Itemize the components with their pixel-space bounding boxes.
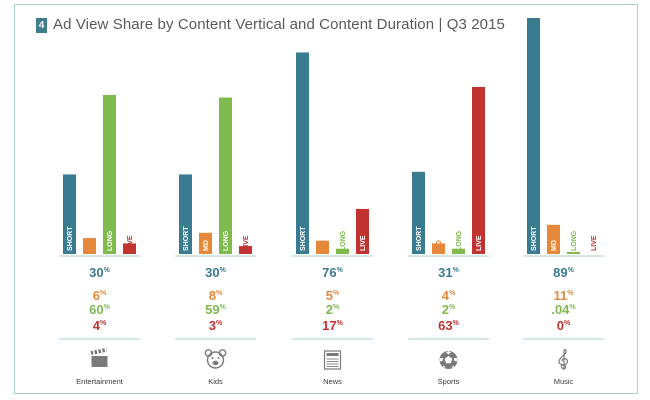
data-label-live: 0% [557, 318, 571, 333]
bar-series-label: MD [320, 240, 327, 251]
bar-short-music [527, 18, 540, 254]
bar-series-label: MD [87, 240, 94, 251]
bar-live-sports [472, 86, 485, 254]
category-label: Entertainment [76, 377, 124, 386]
bar-long-entertainment [103, 94, 116, 254]
category-group-entertainment: SHORT MD LONG LIVE 30% 6%60%4% Entertainment [59, 94, 140, 386]
bar-series-label: SHORT [183, 226, 190, 251]
bar-short-sports [412, 171, 425, 254]
data-label-md: 4% [442, 288, 456, 303]
bar-series-label: SHORT [67, 226, 74, 251]
data-label-short: 30% [205, 265, 226, 280]
bar-live-news [356, 208, 369, 254]
bar-live-kids [239, 246, 252, 254]
data-label-short: 76% [322, 265, 343, 280]
bar-md-news [316, 240, 329, 254]
bar-series-label: LONG [223, 230, 230, 251]
bar-md-kids [199, 232, 212, 254]
category-group-music: SHORT MD LONG LIVE 89% 11%.04%0% Music [523, 18, 604, 386]
data-label-short: 89% [553, 265, 574, 280]
bar-short-entertainment [63, 174, 76, 254]
data-label-long: .04% [551, 302, 576, 317]
figure-number-badge: 4 [36, 18, 47, 33]
treble-clef-icon [558, 349, 569, 370]
bar-short-news [296, 52, 309, 254]
category-label: Sports [438, 377, 460, 386]
clapperboard-icon [90, 347, 108, 367]
category-label: Music [554, 377, 574, 386]
data-label-live: 17% [322, 318, 343, 333]
data-label-md: 5% [326, 288, 340, 303]
category-group-news: SHORT MD LONG LIVE 76% 5%2%17% News [292, 52, 373, 386]
data-label-md: 11% [554, 288, 575, 303]
bar-series-label: LONG [340, 230, 347, 251]
bar-md-sports [432, 243, 445, 254]
chart-title: Ad View Share by Content Vertical and Co… [53, 16, 505, 33]
teddy-bear-icon [204, 349, 227, 369]
newspaper-icon [323, 350, 342, 370]
soccer-ball-icon [439, 351, 458, 369]
bar-series-label: MD [436, 240, 443, 251]
bar-series-label: LIVE [127, 235, 134, 251]
data-label-live: 63% [438, 318, 459, 333]
data-label-md: 6% [93, 288, 107, 303]
data-label-short: 30% [89, 265, 110, 280]
category-label: Kids [208, 377, 223, 386]
bar-series-label: MD [551, 240, 558, 251]
bar-series-label: SHORT [531, 226, 538, 251]
bar-md-music [547, 224, 560, 254]
bar-series-label: LIVE [591, 235, 598, 251]
bar-series-label: LIVE [243, 235, 250, 251]
bar-series-label: SHORT [300, 226, 307, 251]
bar-long-music [567, 252, 580, 254]
category-group-sports: SHORT MD LONG LIVE 31% 4%2%63% Sports [408, 86, 489, 386]
bar-md-entertainment [83, 238, 96, 254]
data-label-md: 8% [209, 288, 223, 303]
category-group-kids: SHORT MD LONG LIVE 30% 8%59%3% Kids [175, 97, 256, 386]
data-label-long: 60% [89, 302, 110, 317]
bar-series-label: SHORT [416, 226, 423, 251]
data-label-short: 31% [438, 265, 459, 280]
bar-series-label: LIVE [476, 235, 483, 251]
bar-short-kids [179, 174, 192, 254]
bar-live-entertainment [123, 243, 136, 254]
category-label: News [323, 377, 342, 386]
bar-series-label: LONG [107, 230, 114, 251]
bar-series-label: LIVE [360, 235, 367, 251]
bar-long-kids [219, 97, 232, 254]
data-label-long: 2% [442, 302, 456, 317]
data-label-live: 4% [93, 318, 107, 333]
data-label-long: 2% [326, 302, 340, 317]
data-label-live: 3% [209, 318, 223, 333]
bar-long-sports [452, 248, 465, 254]
data-label-long: 59% [205, 302, 226, 317]
bar-series-label: LONG [571, 230, 578, 251]
bar-series-label: MD [203, 240, 210, 251]
bar-long-news [336, 248, 349, 254]
bar-series-label: LONG [456, 230, 463, 251]
